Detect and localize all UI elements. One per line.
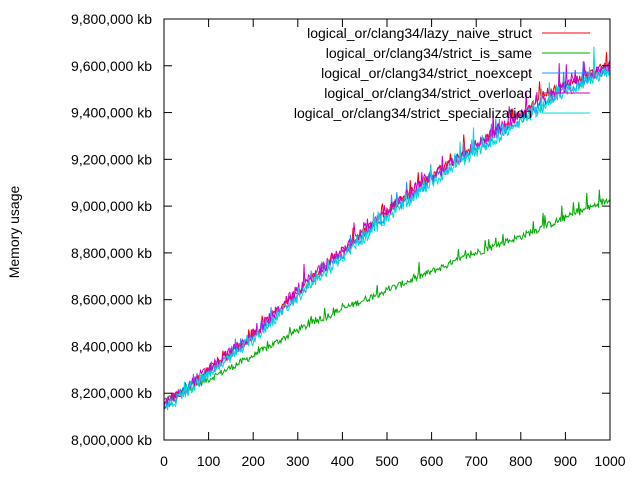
y-tick-label: 8,800,000 kb bbox=[71, 245, 152, 261]
legend-label: logical_or/clang34/strict_noexcept bbox=[321, 65, 532, 81]
y-tick-label: 8,400,000 kb bbox=[71, 338, 152, 354]
x-tick-labels: 0 100 200 300 400 500 600 700 800 900 1000 bbox=[160, 453, 626, 469]
series-layer bbox=[163, 46, 611, 411]
x-tick-label: 100 bbox=[197, 453, 221, 469]
x-tick-label: 400 bbox=[331, 453, 355, 469]
legend-label: logical_or/clang34/lazy_naive_struct bbox=[307, 25, 532, 41]
y-tick-label: 8,600,000 kb bbox=[71, 292, 152, 308]
y-tick-label: 8,000,000 kb bbox=[71, 432, 152, 448]
y-tick-label: 9,200,000 kb bbox=[71, 151, 152, 167]
y-axis-label: Memory usage bbox=[6, 185, 22, 278]
x-tick-label: 500 bbox=[375, 453, 399, 469]
series-line bbox=[163, 60, 611, 408]
y-tick-label: 9,400,000 kb bbox=[71, 105, 152, 121]
series-line bbox=[163, 189, 611, 402]
series-line bbox=[163, 52, 611, 410]
y-tick-label: 8,200,000 kb bbox=[71, 385, 152, 401]
plot-frame bbox=[163, 18, 611, 441]
y-tick-labels: 8,000,000 kb 8,200,000 kb 8,400,000 kb 8,60… bbox=[71, 11, 152, 448]
legend-label: logical_or/clang34/strict_specialization bbox=[294, 105, 532, 121]
axis-ticks bbox=[163, 18, 611, 441]
legend: logical_or/clang34/lazy_naive_structlogi… bbox=[294, 25, 590, 121]
legend-label: logical_or/clang34/strict_is_same bbox=[326, 45, 532, 61]
legend-label: logical_or/clang34/strict_overload bbox=[324, 85, 532, 101]
y-tick-label: 9,000,000 kb bbox=[71, 198, 152, 214]
x-tick-label: 700 bbox=[465, 453, 489, 469]
x-tick-label: 600 bbox=[420, 453, 444, 469]
series-line bbox=[163, 46, 611, 411]
y-tick-label: 9,800,000 kb bbox=[71, 11, 152, 27]
x-tick-label: 900 bbox=[554, 453, 578, 469]
x-tick-label: 300 bbox=[286, 453, 310, 469]
x-tick-label: 1000 bbox=[594, 453, 625, 469]
x-tick-label: 200 bbox=[242, 453, 266, 469]
x-tick-label: 800 bbox=[509, 453, 533, 469]
y-tick-label: 9,600,000 kb bbox=[71, 58, 152, 74]
x-tick-label: 0 bbox=[160, 453, 168, 469]
